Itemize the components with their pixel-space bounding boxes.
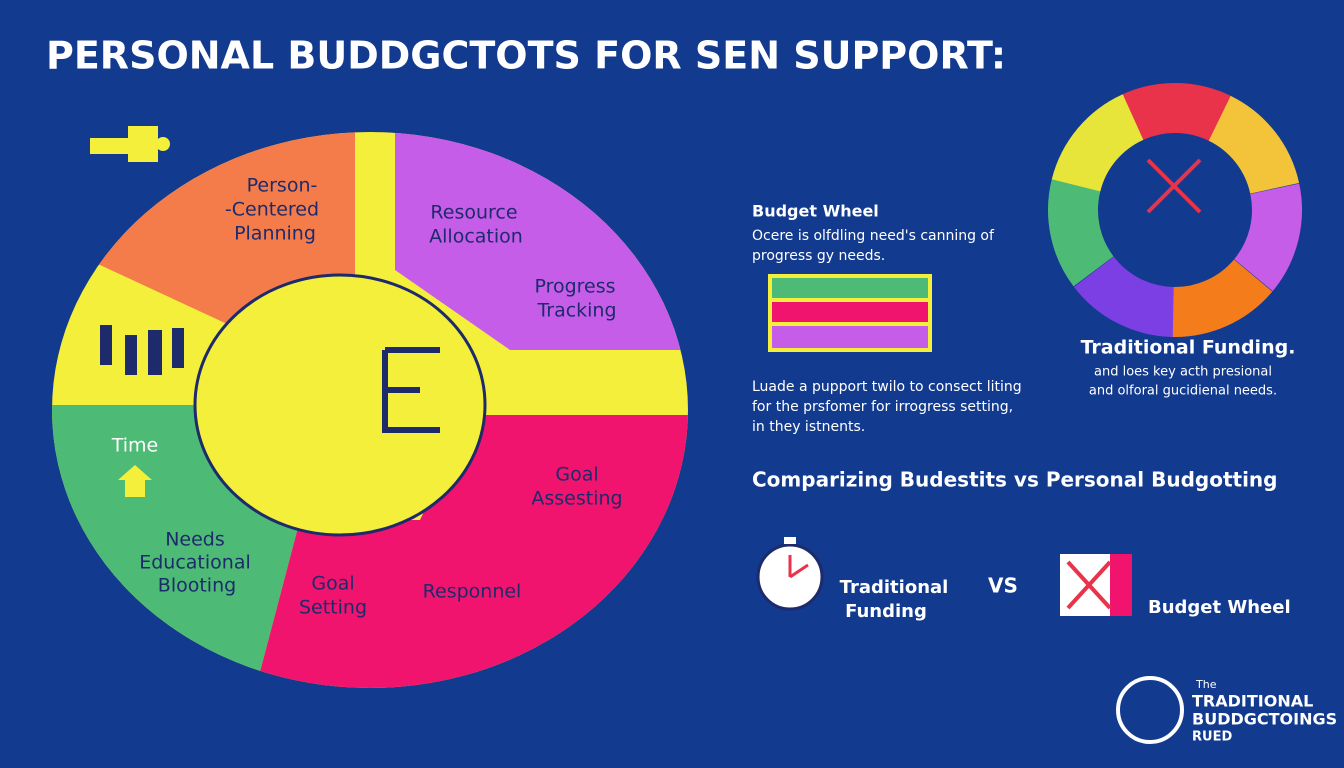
compare-label: Funding: [845, 601, 927, 622]
segment-label: -Centered: [225, 199, 319, 221]
logo-text: TRADITIONAL: [1192, 692, 1313, 711]
segment-label: Time: [111, 435, 159, 457]
text-line: and olforal gucidienal needs.: [1089, 384, 1277, 399]
segment-label: Planning: [234, 223, 316, 245]
arrow-icon: [118, 465, 152, 497]
title: PERSONAL BUDDGCTOTS FOR SEN SUPPORT:: [46, 34, 1006, 78]
compare-label: Budget Wheel: [1148, 597, 1291, 618]
section-title: Budget Wheel: [752, 202, 879, 221]
segment-label: Tracking: [536, 300, 616, 322]
people-icon: [100, 325, 184, 375]
text-line: Ocere is olfdling need's canning of: [752, 228, 995, 244]
segment-label: Goal: [311, 573, 354, 595]
segment-label: Setting: [299, 597, 367, 619]
budget-card: [768, 274, 932, 352]
section-title: Traditional Funding.: [1081, 337, 1296, 359]
clock-icon: [756, 537, 824, 611]
segment-label: Goal: [555, 464, 598, 486]
text-line: in they istnents.: [752, 419, 865, 435]
segment-label: Allocation: [429, 226, 523, 248]
compare-label: Traditional: [840, 577, 949, 598]
logo-text: RUED: [1192, 730, 1232, 745]
segment-label: Educational: [139, 552, 251, 574]
segment-label: Responnel: [423, 581, 522, 603]
cross-icon: [1060, 554, 1132, 616]
segment-label: Resource: [430, 202, 517, 224]
key-icon: [90, 126, 170, 162]
comparison-title: Comparizing Budestits vs Personal Budgot…: [752, 468, 1278, 492]
segment-label: Assesting: [531, 488, 622, 510]
segment-label: Blooting: [158, 575, 236, 597]
vs-label: VS: [988, 574, 1018, 598]
text-line: Luade a pupport twilo to consect liting: [752, 379, 1022, 395]
segment-label: Person-: [247, 175, 318, 197]
ring: [1047, 82, 1302, 337]
logo-text: BUDDGCTOINGS: [1192, 710, 1337, 729]
segment-label: Needs: [165, 529, 225, 551]
text-line: and loes key acth presional: [1094, 365, 1272, 380]
logo-icon: [1116, 676, 1184, 744]
logo-text: The: [1195, 678, 1217, 691]
segment-label: Progress: [534, 276, 615, 298]
text-line: progress gy needs.: [752, 248, 885, 264]
text-line: for the prsfomer for irrogress setting,: [752, 399, 1013, 415]
